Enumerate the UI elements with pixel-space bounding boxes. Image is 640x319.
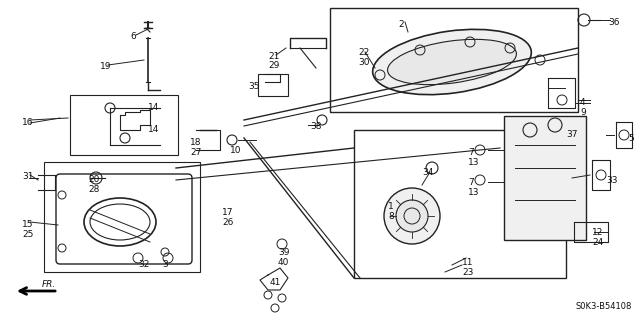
Text: 13: 13	[468, 188, 479, 197]
Text: 41: 41	[270, 278, 282, 287]
Text: 33: 33	[606, 176, 618, 185]
Ellipse shape	[372, 29, 531, 95]
Text: 23: 23	[462, 268, 474, 277]
Text: 37: 37	[566, 130, 577, 139]
Text: 25: 25	[22, 230, 33, 239]
Text: 10: 10	[230, 146, 241, 155]
Text: 27: 27	[190, 148, 202, 157]
Text: 20: 20	[88, 175, 99, 184]
Text: 6: 6	[130, 32, 136, 41]
Text: 40: 40	[278, 258, 289, 267]
Text: FR.: FR.	[42, 280, 56, 289]
Text: 16: 16	[22, 118, 33, 127]
FancyBboxPatch shape	[504, 116, 586, 240]
Text: 1: 1	[388, 202, 394, 211]
Text: 19: 19	[100, 62, 111, 71]
Text: 4: 4	[580, 98, 586, 107]
Text: 29: 29	[268, 61, 280, 70]
Text: 26: 26	[222, 218, 234, 227]
Text: 34: 34	[422, 168, 433, 177]
Text: 28: 28	[88, 185, 99, 194]
Text: 21: 21	[268, 52, 280, 61]
Text: 2: 2	[398, 20, 404, 29]
Text: 39: 39	[278, 248, 289, 257]
Text: 5: 5	[628, 134, 634, 143]
Text: 22: 22	[358, 48, 369, 57]
Text: 36: 36	[608, 18, 620, 27]
Text: 35: 35	[248, 82, 259, 91]
Ellipse shape	[388, 39, 516, 85]
Text: 38: 38	[310, 122, 321, 131]
Bar	[354, 130, 566, 278]
Text: 3: 3	[162, 260, 168, 269]
Text: 7: 7	[468, 178, 474, 187]
Text: 15: 15	[22, 220, 33, 229]
Circle shape	[396, 200, 428, 232]
Bar	[44, 162, 200, 272]
Text: 9: 9	[580, 108, 586, 117]
Text: 24: 24	[592, 238, 604, 247]
Circle shape	[384, 188, 440, 244]
Text: 32: 32	[138, 260, 149, 269]
Bar	[70, 95, 178, 155]
Text: S0K3-B54108: S0K3-B54108	[575, 302, 632, 311]
Text: 31: 31	[22, 172, 33, 181]
Text: 14: 14	[148, 103, 159, 112]
Text: 13: 13	[468, 158, 479, 167]
Text: 14: 14	[148, 125, 159, 134]
Text: 30: 30	[358, 58, 369, 67]
Text: 8: 8	[388, 212, 394, 221]
Text: 12: 12	[592, 228, 604, 237]
Text: 17: 17	[222, 208, 234, 217]
Bar	[330, 8, 578, 112]
Text: 7: 7	[468, 148, 474, 157]
Text: 11: 11	[462, 258, 474, 267]
Text: 18: 18	[190, 138, 202, 147]
